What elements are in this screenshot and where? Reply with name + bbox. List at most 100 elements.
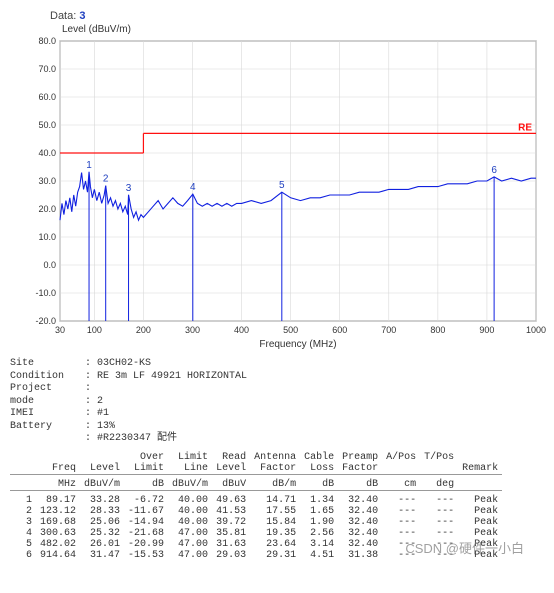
svg-text:400: 400 [234,325,249,335]
table-cell: --- [420,506,458,517]
table-cell: 2 [10,506,36,517]
table-cell: Peak [458,506,502,517]
svg-text:0.0: 0.0 [43,260,56,270]
table-cell: 32.40 [338,528,382,539]
table-cell: 39.72 [212,517,250,528]
table-cell: 28.33 [80,506,124,517]
info-row: : #R2230347 配件 [10,433,544,446]
table-cell: 3 [10,517,36,528]
svg-text:4: 4 [190,182,196,193]
table-cell: 40.00 [168,506,212,517]
info-block: Site: 03CH02-KSCondition: RE 3m LF 49921… [10,358,544,446]
table-cell: cm [382,479,420,491]
info-label [10,433,85,446]
table-cell: 31.47 [80,550,124,561]
table-cell: 15.84 [250,517,300,528]
table-cell: 32.40 [338,495,382,506]
table-cell: 26.01 [80,539,124,550]
table-row: 3169.6825.06-14.9440.0039.7215.841.9032.… [10,517,502,528]
x-axis-title: Frequency (MHz) [60,339,536,350]
table-cell: -21.68 [124,528,168,539]
table-cell: 14.71 [250,495,300,506]
table-header-cell [382,463,420,475]
table-row: OverLimitReadAntennaCablePreampA/PosT/Po… [10,452,502,463]
table-cell: -6.72 [124,495,168,506]
svg-text:300: 300 [185,325,200,335]
table-cell: 25.32 [80,528,124,539]
data-header: Data: 3 [50,10,544,22]
svg-text:30.0: 30.0 [38,176,56,186]
svg-text:900: 900 [479,325,494,335]
table-cell: Peak [458,528,502,539]
svg-text:RE: RE [518,122,532,133]
table-cell: 47.00 [168,528,212,539]
table-row: 4300.6325.32-21.6847.0035.8119.352.5632.… [10,528,502,539]
info-label: Project [10,383,85,396]
svg-text:3: 3 [126,183,132,194]
svg-text:200: 200 [136,325,151,335]
table-cell: -20.99 [124,539,168,550]
table-cell: 40.00 [168,517,212,528]
table-cell: deg [420,479,458,491]
table-cell: -15.53 [124,550,168,561]
table-cell: 300.63 [36,528,80,539]
svg-text:1: 1 [86,160,92,171]
table-cell: --- [382,506,420,517]
info-value: RE 3m LF 49921 HORIZONTAL [97,371,247,384]
table-cell: dBuV/m [168,479,212,491]
y-axis-title: Level (dBuV/m) [62,24,544,35]
measurement-table: OverLimitReadAntennaCablePreampA/PosT/Po… [10,452,502,561]
table-cell: 41.53 [212,506,250,517]
table-cell: dBuV/m [80,479,124,491]
info-row: Site: 03CH02-KS [10,358,544,371]
info-row: Condition: RE 3m LF 49921 HORIZONTAL [10,371,544,384]
svg-text:10.0: 10.0 [38,232,56,242]
table-cell: 89.17 [36,495,80,506]
table-cell: dB [338,479,382,491]
table-header-cell: Over [124,452,168,463]
info-value: 03CH02-KS [97,358,151,371]
svg-text:700: 700 [381,325,396,335]
svg-text:2: 2 [103,174,109,185]
table-cell: 23.64 [250,539,300,550]
table-header-cell [10,452,36,463]
table-cell: Peak [458,517,502,528]
table-cell: 1.65 [300,506,338,517]
table-cell: --- [420,495,458,506]
table-cell: 6 [10,550,36,561]
table-header-cell: Antenna [250,452,300,463]
info-value: #1 [97,408,109,421]
info-row: Battery: 13% [10,421,544,434]
info-value: 2 [97,396,103,409]
info-value: #R2230347 配件 [97,433,177,446]
table-cell: dB [300,479,338,491]
svg-text:50.0: 50.0 [38,120,56,130]
table-row: 189.1733.28-6.7240.0049.6314.711.3432.40… [10,495,502,506]
table-cell: 31.63 [212,539,250,550]
table-row: MHzdBuV/mdBdBuV/mdBuVdB/mdBdBcmdeg [10,479,502,491]
info-label: Condition [10,371,85,384]
svg-text:100: 100 [87,325,102,335]
info-label: mode [10,396,85,409]
table-header-cell: Loss [300,463,338,475]
svg-text:40.0: 40.0 [38,148,56,158]
table-cell: 31.38 [338,550,382,561]
info-label: IMEI [10,408,85,421]
data-label: Data: [50,10,76,22]
info-label: Site [10,358,85,371]
info-row: Project: [10,383,544,396]
table-header-cell [80,452,124,463]
table-cell: --- [420,517,458,528]
table-cell: 32.40 [338,539,382,550]
table-cell: 2.56 [300,528,338,539]
svg-text:500: 500 [283,325,298,335]
table-header-cell: Level [212,463,250,475]
table-cell: 1 [10,495,36,506]
table-cell: 169.68 [36,517,80,528]
table-row: 6914.6431.47-15.5347.0029.0329.314.5131.… [10,550,502,561]
table-cell: 123.12 [36,506,80,517]
table-cell: 1.90 [300,517,338,528]
table-header-cell: Read [212,452,250,463]
table-cell: 25.06 [80,517,124,528]
info-row: mode: 2 [10,396,544,409]
